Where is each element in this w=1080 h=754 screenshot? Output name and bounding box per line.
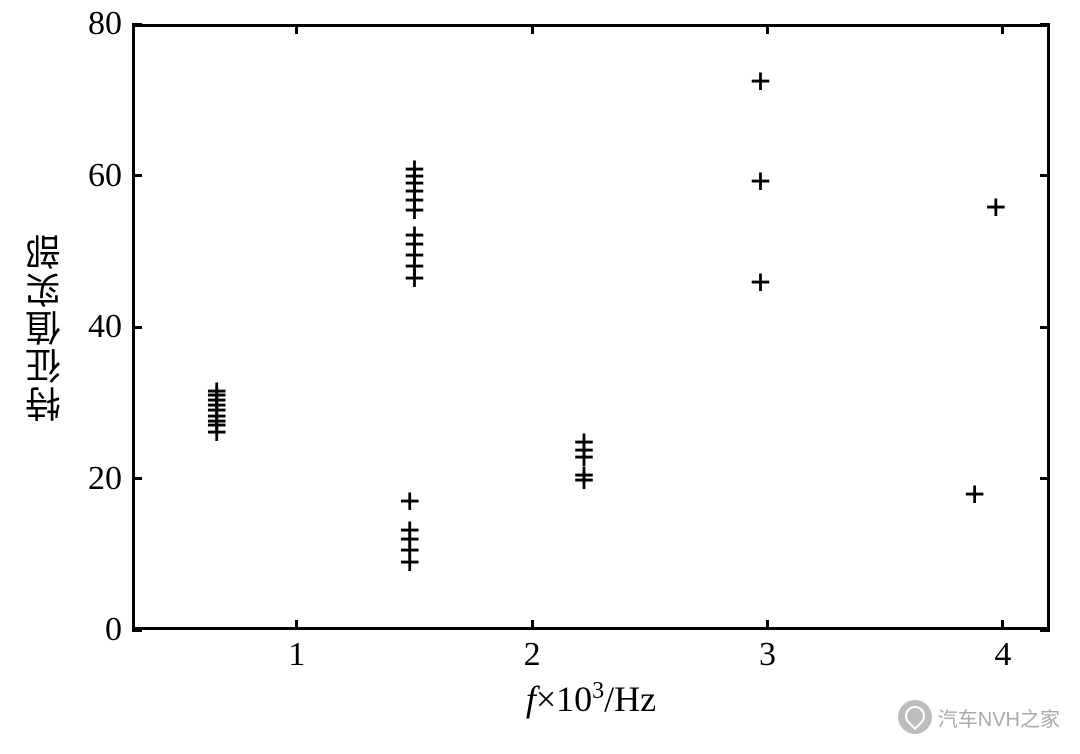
x-tick: [295, 620, 298, 630]
data-point: +: [986, 187, 1006, 227]
watermark-text: 汽车NVH之家: [938, 703, 1060, 732]
data-point: +: [404, 149, 424, 189]
y-tick: [1040, 23, 1050, 26]
x-tick: [766, 620, 769, 630]
y-tick: [132, 477, 142, 480]
x-tick: [531, 24, 534, 34]
y-tick-label: 80: [88, 5, 122, 43]
y-tick: [1040, 477, 1050, 480]
data-point: +: [574, 422, 594, 462]
x-tick-label: 1: [288, 636, 305, 674]
data-point: +: [750, 161, 770, 201]
y-tick: [132, 629, 142, 632]
y-tick-label: 40: [88, 308, 122, 346]
data-point: +: [400, 481, 420, 521]
y-axis-label: 特征值实部: [20, 232, 72, 422]
x-tick: [295, 24, 298, 34]
plot-area: [132, 24, 1050, 630]
x-tick: [531, 620, 534, 630]
y-tick-label: 60: [88, 157, 122, 195]
data-point: +: [750, 262, 770, 302]
x-tick-label: 2: [524, 636, 541, 674]
y-tick-label: 0: [105, 611, 122, 649]
data-point: +: [750, 61, 770, 101]
x-tick: [766, 24, 769, 34]
scatter-chart: 特征值实部 f×103/Hz 1234020406080 +++++++++++…: [0, 0, 1080, 754]
data-point: +: [206, 371, 226, 411]
x-tick-label: 3: [759, 636, 776, 674]
x-tick: [1001, 24, 1004, 34]
data-point: +: [964, 474, 984, 514]
y-tick: [1040, 174, 1050, 177]
y-tick: [1040, 629, 1050, 632]
x-tick-label: 4: [994, 636, 1011, 674]
y-tick: [1040, 326, 1050, 329]
y-tick: [132, 326, 142, 329]
y-tick: [132, 23, 142, 26]
y-tick: [132, 174, 142, 177]
wechat-icon: [898, 700, 932, 734]
x-axis-label: f×103/Hz: [526, 678, 656, 720]
x-tick: [1001, 620, 1004, 630]
watermark: 汽车NVH之家: [898, 700, 1060, 734]
y-tick-label: 20: [88, 460, 122, 498]
